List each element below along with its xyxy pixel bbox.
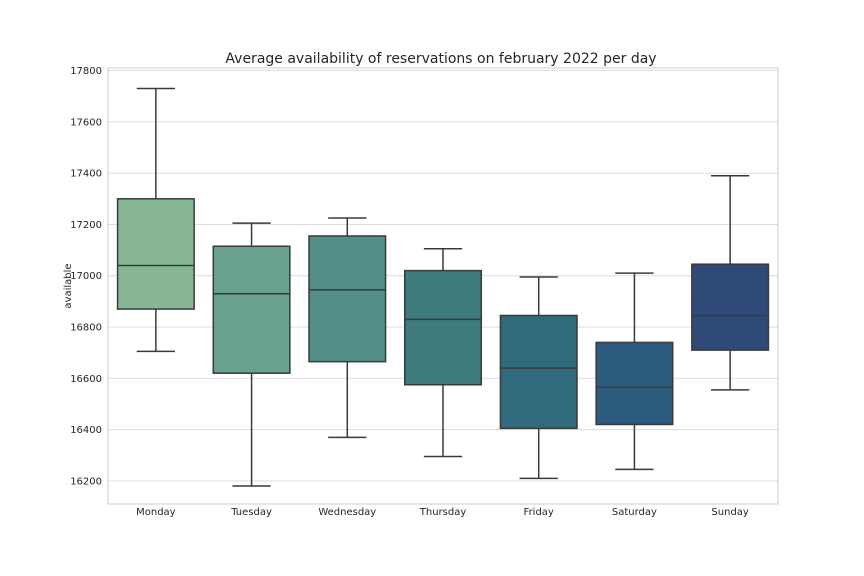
box-tuesday [212,222,291,487]
box-sunday [691,174,770,391]
y-tick-label: 17600 [70,117,102,128]
box-monday [116,87,195,353]
y-tick-label: 17400 [70,169,102,180]
box-iqr [403,269,483,386]
box-iqr [499,314,578,430]
y-tick-label: 17800 [70,66,102,77]
box-iqr [691,263,770,351]
x-tick-label: Saturday [612,507,657,518]
x-tick-label: Friday [524,507,554,518]
x-tick-label: Sunday [711,507,748,518]
y-tick-label: 16400 [70,425,102,436]
y-tick-label: 17000 [70,271,102,282]
box-friday [499,276,578,480]
box-iqr [116,198,195,310]
plot-frame [107,67,779,505]
y-tick-label: 17200 [70,220,102,231]
box-iqr [212,245,291,374]
y-tick-labels: 16200 16400 16600 16800 17000 17200 17400 17600… [70,66,102,487]
x-tick-label: Tuesday [230,507,272,518]
box-iqr [595,341,674,426]
boxes [116,87,770,487]
x-tick-label: Monday [136,507,176,518]
box-wednesday [308,217,387,439]
y-tick-label: 16200 [70,476,102,487]
x-tick-label: Wednesday [318,507,376,518]
x-tick-labels: Monday Tuesday Wednesday Thursday Friday Satu… [136,507,749,518]
box-iqr [308,235,387,363]
y-axis-label: available [63,263,74,308]
box-thursday [403,248,483,458]
y-tick-label: 16800 [70,323,102,334]
y-tick-label: 16600 [70,374,102,385]
box-saturday [595,272,674,471]
chart-title: Average availability of reservations on … [225,51,656,67]
x-tick-label: Thursday [419,507,467,518]
